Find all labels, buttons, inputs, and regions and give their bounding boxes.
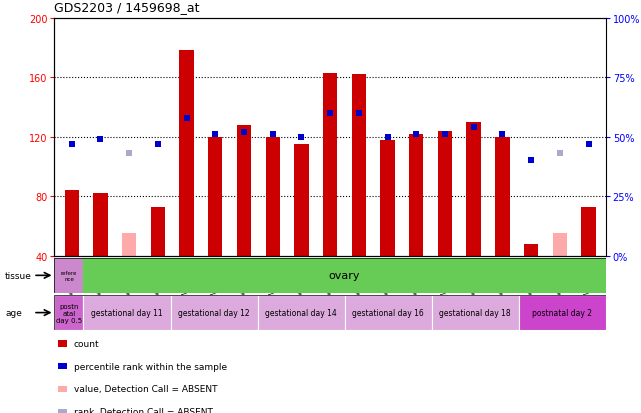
Bar — [171, 295, 258, 330]
Bar — [524, 244, 538, 256]
Text: count: count — [74, 339, 99, 348]
Bar — [519, 295, 606, 330]
Bar — [467, 123, 481, 256]
Bar — [151, 207, 165, 256]
Text: rank, Detection Call = ABSENT: rank, Detection Call = ABSENT — [74, 407, 213, 413]
Bar — [83, 295, 171, 330]
Bar — [495, 137, 510, 256]
Bar — [553, 234, 567, 256]
Bar — [65, 191, 79, 256]
Text: percentile rank within the sample: percentile rank within the sample — [74, 362, 227, 371]
Bar — [54, 258, 83, 293]
Text: value, Detection Call = ABSENT: value, Detection Call = ABSENT — [74, 385, 217, 394]
Text: age: age — [5, 309, 22, 317]
Bar — [438, 131, 452, 256]
Bar — [179, 51, 194, 256]
Bar — [380, 140, 395, 256]
Bar — [431, 295, 519, 330]
Bar — [265, 137, 280, 256]
Text: gestational day 11: gestational day 11 — [91, 309, 163, 317]
Bar — [93, 194, 108, 256]
Bar — [352, 75, 366, 256]
Bar — [323, 74, 337, 256]
Text: gestational day 18: gestational day 18 — [439, 309, 511, 317]
Text: gestational day 12: gestational day 12 — [178, 309, 250, 317]
Bar — [294, 145, 308, 256]
Text: ovary: ovary — [329, 271, 360, 281]
Text: gestational day 16: gestational day 16 — [353, 309, 424, 317]
Text: GDS2203 / 1459698_at: GDS2203 / 1459698_at — [54, 2, 200, 14]
Text: tissue: tissue — [5, 271, 32, 280]
Bar — [409, 134, 424, 256]
Bar — [237, 126, 251, 256]
Bar — [345, 295, 431, 330]
Text: postnatal day 2: postnatal day 2 — [532, 309, 592, 317]
Bar — [122, 234, 137, 256]
Bar — [208, 137, 222, 256]
Bar — [258, 295, 345, 330]
Bar — [581, 207, 595, 256]
Text: gestational day 14: gestational day 14 — [265, 309, 337, 317]
Text: refere
nce: refere nce — [61, 270, 77, 281]
Text: postn
atal
day 0.5: postn atal day 0.5 — [56, 303, 82, 323]
Bar — [54, 295, 83, 330]
